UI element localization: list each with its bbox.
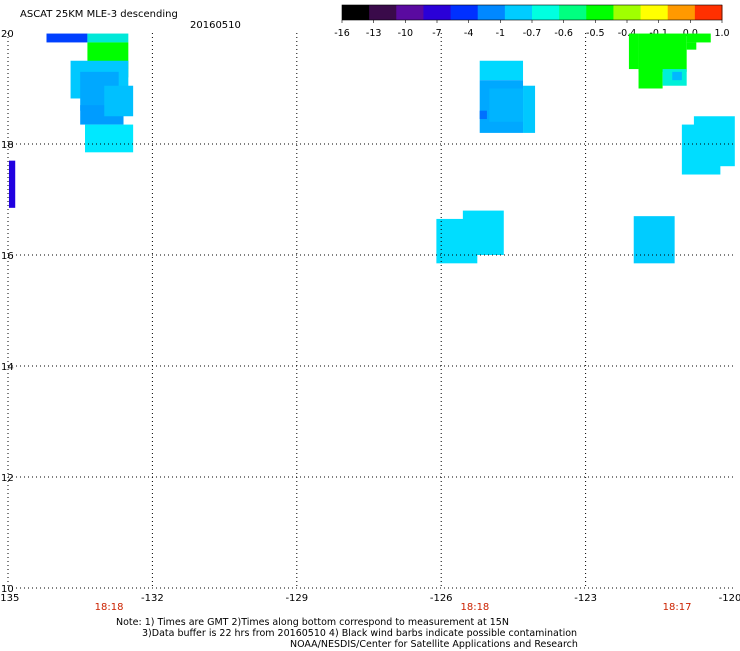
data-cells [8,33,735,264]
colorbar-label: -13 [366,28,382,39]
colorbar-label: 1.0 [714,28,729,39]
x-tick-label: -123 [574,593,597,604]
y-tick-label: 18 [1,140,14,151]
colorbar-label: -0.1 [649,28,668,39]
y-tick-label: 16 [1,251,14,262]
mle-cell [681,124,721,175]
mle-cell [87,33,129,43]
colorbar-segment [423,5,452,20]
colorbar-label: -4 [464,28,473,39]
colorbar-label: -1 [496,28,505,39]
gridlines [7,33,734,589]
colorbar-label: -0.5 [586,28,605,39]
colorbar-segment [532,5,560,20]
colorbar-segment [477,5,506,20]
y-tick-label: 20 [1,29,14,40]
mle-cell [85,124,134,153]
colorbar-segment [613,5,642,20]
colorbar-label: -0.6 [554,28,573,39]
mle-cell [104,85,134,117]
colorbar: -16 -13 -10 -7 -4 -1 -0.7 -0.6 -0.5 -0.4 -0.1 0.0 1.… [334,4,730,39]
colorbar-label: -7 [432,28,441,39]
y-tick-label: 10 [1,584,14,595]
y-tick-label: 14 [1,362,14,373]
x-tick-label: -129 [285,593,308,604]
mle-cell [46,33,88,43]
colorbar-label: -16 [334,28,350,39]
mle-cell [462,210,504,255]
colorbar-segment [504,5,533,20]
mle-cell [489,88,524,122]
x-tick-label: -126 [430,593,453,604]
colorbar-segment [450,5,479,20]
note-line-2: 3)Data buffer is 22 hrs from 20160510 4)… [142,628,578,639]
x-tick-label: -132 [141,593,164,604]
mle-cell [628,33,639,70]
map-date: 20160510 [190,20,241,31]
colorbar-segment [694,5,723,20]
mle-cell [523,85,536,133]
colorbar-label: -0.7 [523,28,542,39]
x-tick-label: -120 [719,593,740,604]
map-title: ASCAT 25KM MLE-3 descending [20,9,178,20]
mle-cell [672,71,682,81]
mle-cell [686,42,697,50]
note-line-3: NOAA/NESDIS/Center for Satellite Applica… [290,639,578,650]
mle-cell [8,160,16,208]
colorbar-label: 0.0 [683,28,698,39]
colorbar-segment [396,5,424,20]
colorbar-segment [342,5,370,20]
mle-cell [638,33,687,72]
colorbar-segment [559,5,587,20]
mle-cell [633,216,675,264]
time-label: 18:18 [460,602,489,613]
colorbar-segment [640,5,669,20]
mle-cell [479,60,524,81]
note-line-1: Note: 1) Times are GMT 2)Times along bot… [116,617,509,628]
colorbar-label: -0.4 [618,28,637,39]
mle-cell [638,69,663,89]
axis-labels: -135 -132 -129 -126 -123 -120 20 18 16 14 12 10 18:1… [0,29,740,613]
x-tick-label: -135 [0,593,19,604]
mle-cell [479,110,487,120]
colorbar-segment [369,5,397,20]
colorbar-segment [586,5,614,20]
mle-cell [686,33,711,43]
colorbar-segment [667,5,696,20]
y-tick-label: 12 [1,473,14,484]
time-label: 18:18 [95,602,124,613]
colorbar-label: -10 [398,28,414,39]
time-label: 18:17 [663,602,692,613]
